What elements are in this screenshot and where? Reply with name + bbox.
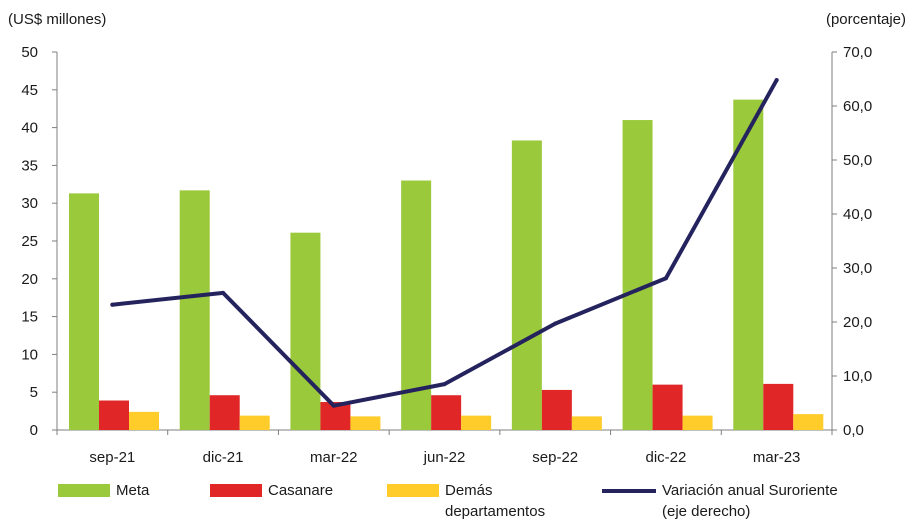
x-axis-tick-label: sep-21	[89, 449, 135, 466]
bar-dem-s	[461, 415, 492, 430]
bar-dem-s	[129, 411, 159, 430]
bar-meta	[622, 120, 653, 430]
left-axis-tick-label: 45	[21, 82, 38, 99]
right-axis-tick-label: 0,0	[843, 422, 864, 439]
bar-casanare	[431, 395, 462, 430]
legend-label: Casanare	[268, 482, 334, 499]
bar-meta	[69, 193, 99, 430]
line-point	[221, 290, 226, 295]
right-axis-tick-label: 30,0	[843, 260, 872, 277]
bar-dem-s	[350, 416, 381, 430]
legend-label: Variación anual Suroriente (eje derecho)	[662, 482, 838, 520]
right-axis-tick-label: 50,0	[843, 152, 872, 169]
left-axis-unit: (US$ millones)	[8, 11, 106, 28]
line-point	[331, 403, 336, 408]
x-axis-tick-label: dic-21	[203, 449, 244, 466]
left-axis-tick-label: 0	[30, 422, 38, 439]
right-axis-tick-label: 10,0	[843, 368, 872, 385]
line-point	[110, 302, 115, 307]
legend-swatch	[210, 484, 262, 497]
legend: Meta Casanare Demás departamentos Variación…	[0, 480, 912, 531]
right-axis-tick-label: 60,0	[843, 98, 872, 115]
x-axis-tick-label: dic-22	[645, 449, 686, 466]
line-point	[442, 382, 447, 387]
legend-label: Demás departamentos	[445, 482, 546, 520]
legend-item: Demás departamentos	[387, 480, 545, 522]
x-axis-tick-label: mar-23	[753, 449, 801, 466]
left-axis-tick-label: 50	[21, 44, 38, 61]
left-axis-tick-label: 40	[21, 120, 38, 137]
bar-casanare	[541, 389, 572, 430]
legend-item: Casanare	[210, 480, 333, 501]
bar-dem-s	[793, 414, 824, 430]
x-axis-tick-label: jun-22	[423, 449, 466, 466]
left-axis-tick-label: 5	[30, 384, 38, 401]
chart-plot: (US$ millones) (porcentaje) 0 5 10 15 20 25 30…	[8, 11, 906, 466]
legend-swatch	[387, 484, 439, 497]
right-axis-tick-label: 70,0	[843, 44, 872, 61]
bar-meta	[733, 99, 764, 431]
bar-meta	[179, 190, 210, 430]
bar-casanare	[763, 383, 794, 430]
x-axis-tick-label: mar-22	[310, 449, 358, 466]
left-axis-tick-label: 20	[21, 271, 38, 288]
left-axis-tick-label: 30	[21, 195, 38, 212]
bar-dem-s	[571, 416, 602, 430]
bar-dem-s	[682, 415, 713, 430]
left-axis-tick-label: 25	[21, 233, 38, 250]
line-point	[663, 276, 668, 281]
line-point	[553, 321, 558, 326]
bar-meta	[511, 140, 542, 430]
right-axis-tick-label: 40,0	[843, 206, 872, 223]
right-axis-tick-label: 20,0	[843, 314, 872, 331]
legend-item: Meta	[58, 480, 149, 501]
left-axis-tick-label: 10	[21, 346, 38, 363]
bar-casanare	[652, 384, 683, 430]
bar-dem-s	[239, 415, 270, 430]
legend-label: Meta	[116, 482, 150, 499]
left-axis-tick-label: 35	[21, 157, 38, 174]
right-axis-unit: (porcentaje)	[826, 11, 906, 28]
left-axis-tick-label: 15	[21, 309, 38, 326]
legend-swatch	[58, 484, 110, 497]
legend-swatch	[602, 489, 656, 493]
x-axis-tick-label: sep-22	[532, 449, 578, 466]
bar-meta	[290, 232, 321, 430]
line-point	[774, 78, 779, 83]
line-variacion-anual	[110, 78, 779, 408]
bar-casanare	[209, 395, 240, 430]
legend-item: Variación anual Suroriente (eje derecho)	[602, 480, 838, 522]
bar-casanare	[99, 400, 129, 430]
